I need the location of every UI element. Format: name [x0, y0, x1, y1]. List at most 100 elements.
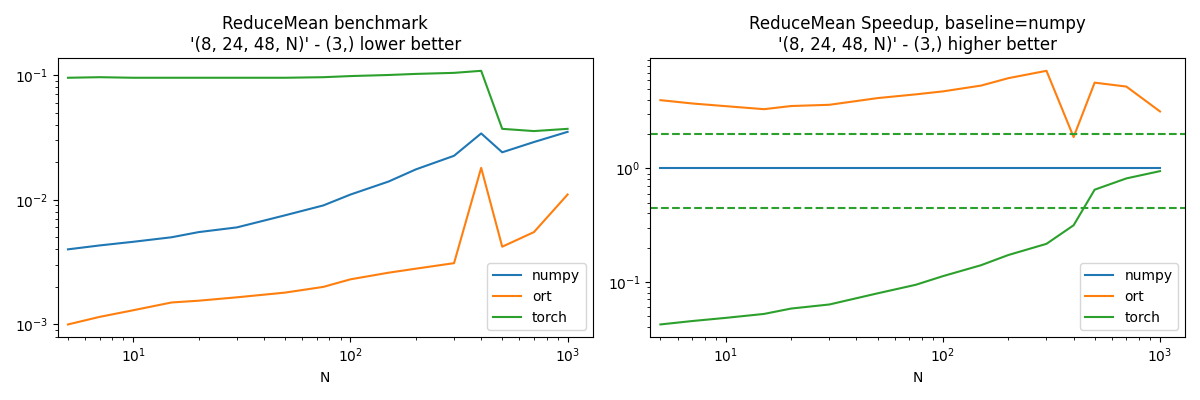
ort: [1067, 135, 1081, 140]
ort: [446, 261, 461, 266]
torch: [192, 75, 206, 80]
ort: [409, 266, 424, 271]
Legend: numpy, ort, torch: numpy, ort, torch: [487, 263, 586, 330]
numpy: [653, 166, 667, 171]
numpy: [192, 230, 206, 234]
numpy: [1120, 166, 1134, 171]
torch: [1001, 253, 1015, 258]
torch: [1120, 176, 1134, 181]
torch: [936, 274, 950, 278]
ort: [316, 284, 330, 289]
numpy: [936, 166, 950, 171]
torch: [1153, 169, 1168, 174]
torch: [822, 302, 836, 307]
ort: [382, 270, 396, 275]
torch: [446, 70, 461, 75]
Line: ort: ort: [660, 71, 1160, 137]
numpy: [757, 166, 772, 171]
ort: [560, 192, 575, 197]
Title: ReduceMean benchmark
'(8, 24, 48, N)' - (3,) lower better: ReduceMean benchmark '(8, 24, 48, N)' - …: [190, 15, 461, 54]
numpy: [870, 166, 884, 171]
ort: [1120, 84, 1134, 89]
ort: [278, 290, 293, 295]
numpy: [316, 203, 330, 208]
ort: [719, 104, 733, 108]
numpy: [1067, 166, 1081, 171]
numpy: [1039, 166, 1054, 171]
torch: [527, 129, 541, 134]
ort: [757, 107, 772, 112]
ort: [908, 92, 923, 97]
numpy: [229, 225, 244, 230]
ort: [229, 295, 244, 300]
numpy: [126, 239, 140, 244]
Line: torch: torch: [660, 171, 1160, 324]
numpy: [61, 247, 76, 252]
numpy: [1001, 166, 1015, 171]
numpy: [343, 192, 358, 197]
Legend: numpy, ort, torch: numpy, ort, torch: [1080, 263, 1178, 330]
torch: [974, 263, 989, 268]
numpy: [382, 179, 396, 184]
torch: [61, 75, 76, 80]
torch: [92, 75, 107, 80]
ort: [936, 89, 950, 94]
numpy: [92, 243, 107, 248]
torch: [1087, 187, 1102, 192]
ort: [164, 300, 179, 305]
torch: [870, 291, 884, 296]
torch: [719, 316, 733, 320]
ort: [126, 308, 140, 313]
numpy: [278, 213, 293, 218]
ort: [870, 96, 884, 100]
Line: numpy: numpy: [68, 132, 568, 249]
ort: [1087, 80, 1102, 85]
numpy: [685, 166, 700, 171]
numpy: [1153, 166, 1168, 171]
X-axis label: N: N: [320, 371, 330, 385]
numpy: [1087, 166, 1102, 171]
torch: [164, 75, 179, 80]
numpy: [908, 166, 923, 171]
numpy: [527, 140, 541, 144]
ort: [685, 101, 700, 106]
numpy: [446, 153, 461, 158]
ort: [1153, 109, 1168, 114]
ort: [61, 322, 76, 327]
torch: [560, 126, 575, 131]
Title: ReduceMean Speedup, baseline=numpy
'(8, 24, 48, N)' - (3,) higher better: ReduceMean Speedup, baseline=numpy '(8, …: [749, 15, 1086, 54]
numpy: [974, 166, 989, 171]
ort: [1001, 76, 1015, 80]
ort: [822, 102, 836, 107]
torch: [229, 75, 244, 80]
torch: [757, 312, 772, 316]
ort: [343, 277, 358, 282]
numpy: [164, 235, 179, 240]
torch: [685, 319, 700, 324]
torch: [316, 75, 330, 80]
ort: [527, 230, 541, 234]
torch: [1039, 242, 1054, 246]
torch: [784, 306, 798, 311]
ort: [474, 166, 488, 170]
numpy: [409, 167, 424, 172]
torch: [908, 282, 923, 287]
torch: [126, 75, 140, 80]
ort: [92, 314, 107, 319]
ort: [496, 244, 510, 249]
ort: [784, 104, 798, 108]
torch: [653, 322, 667, 327]
numpy: [560, 130, 575, 134]
ort: [192, 298, 206, 303]
numpy: [719, 166, 733, 171]
torch: [343, 74, 358, 78]
torch: [409, 72, 424, 76]
numpy: [474, 131, 488, 136]
numpy: [784, 166, 798, 171]
torch: [278, 75, 293, 80]
Line: torch: torch: [68, 71, 568, 131]
torch: [496, 126, 510, 131]
numpy: [822, 166, 836, 171]
ort: [653, 98, 667, 102]
numpy: [496, 150, 510, 155]
